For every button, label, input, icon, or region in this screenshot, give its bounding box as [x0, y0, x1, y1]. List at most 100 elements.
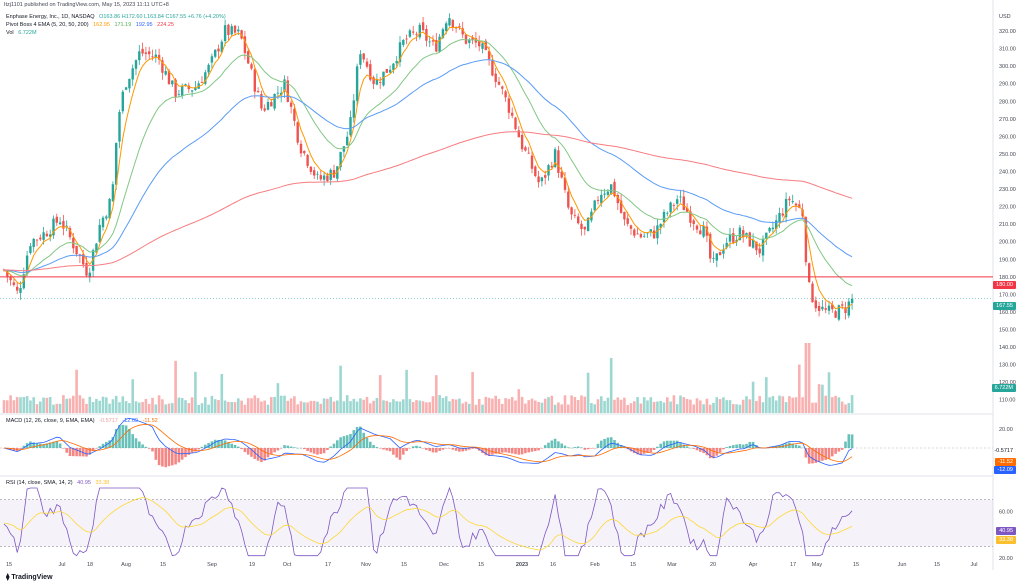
macd-histogram-bar [570, 447, 573, 449]
macd-histogram-bar [718, 448, 722, 453]
candle-body [715, 253, 718, 261]
macd-histogram-bar [98, 446, 101, 448]
volume-bar [286, 400, 290, 413]
macd-histogram-bar [636, 448, 639, 455]
candle-body [487, 51, 491, 60]
tradingview-logo[interactable]: ⧫ TradingView [6, 573, 53, 581]
macd-histogram-bar [728, 445, 732, 448]
candle-body [725, 242, 728, 248]
candle-body [461, 28, 464, 35]
candle-body [398, 42, 402, 63]
macd-histogram-bar [68, 448, 72, 457]
volume-bar [428, 402, 431, 413]
candle-body [718, 252, 722, 256]
volume-bar [180, 398, 184, 413]
volume-bar [312, 400, 316, 413]
volume-bar [435, 375, 438, 413]
ohlc-values: O163.86 H172.60 L163.84 C167.55 +6.76 (+… [99, 14, 226, 20]
macd-histogram-bar [329, 446, 332, 448]
macd-histogram-bar [850, 434, 854, 448]
macd-histogram-bar [659, 443, 662, 448]
candle-body [600, 194, 603, 204]
candle-body [62, 220, 65, 229]
volume-bar [774, 400, 778, 413]
volume-bar [48, 397, 52, 413]
candle-body [68, 228, 72, 238]
volume-bar [646, 400, 649, 413]
rsi-name: RSI (14, close, SMA, 14, 2) [6, 480, 73, 486]
candle-body [530, 155, 534, 169]
candle-body [847, 301, 850, 316]
candle-body [402, 39, 405, 45]
candle-body [804, 217, 808, 263]
volume-bar [817, 384, 821, 413]
macd-histogram-bar [114, 428, 118, 448]
macd-histogram-bar [161, 448, 164, 467]
candle-body [616, 194, 619, 204]
volume-bar [372, 400, 375, 413]
x-tick-label: 20 [710, 562, 716, 568]
x-tick-label: Sep [207, 562, 217, 568]
macd-histogram-bar [35, 443, 39, 448]
volume-bar [804, 343, 808, 413]
volume-bar [81, 398, 85, 413]
macd-histogram-bar [200, 446, 204, 448]
candle-body [118, 111, 121, 142]
candle-body [593, 200, 596, 211]
candle-body [817, 305, 821, 311]
candle-body [567, 191, 570, 208]
candle-body [570, 207, 573, 215]
volume-bar [359, 398, 362, 413]
macd-histogram-bar [497, 448, 501, 454]
macd-histogram-bar [421, 448, 425, 449]
y-tick-label: 120.00 [999, 380, 1016, 386]
volume-bar [402, 399, 405, 413]
volume-bar [131, 379, 134, 413]
candle-body [329, 169, 332, 180]
candle-body [283, 79, 286, 92]
candle-body [834, 311, 837, 318]
volume-bar [217, 400, 220, 413]
macd-line-value: -12.09 [122, 418, 138, 424]
macd-histogram-bar [494, 448, 497, 454]
volume-bar [65, 398, 68, 413]
y-tick-label: 150.00 [999, 327, 1016, 333]
volume-bar [847, 403, 851, 413]
volume-bar [623, 397, 626, 413]
rsi-band [0, 499, 993, 547]
volume-bar [309, 400, 313, 413]
volume-bar [2, 400, 6, 413]
volume-bar [547, 397, 550, 413]
candle-body [65, 225, 68, 227]
macd-histogram-bar [177, 448, 181, 463]
volume-bar [461, 403, 464, 413]
macd-histogram-bar [250, 448, 253, 457]
macd-histogram-bar [464, 448, 468, 451]
candle-body [355, 66, 359, 101]
y-tick-label: 290.00 [999, 82, 1016, 88]
volume-bar [619, 399, 623, 413]
candle-body [606, 191, 610, 195]
candle-body [527, 152, 530, 154]
volume-bar [279, 395, 283, 413]
candle-body [702, 225, 705, 237]
macd-histogram-bar [220, 440, 224, 448]
candle-body [164, 71, 167, 75]
volume-bar [718, 399, 722, 413]
volume-bar [263, 400, 266, 413]
ema-20-line [3, 38, 853, 287]
volume-bar [68, 398, 72, 413]
macd-histogram-bar [474, 448, 478, 449]
candle-body [9, 276, 12, 281]
candle-body [438, 36, 441, 52]
macd-histogram-bar [19, 448, 22, 449]
volume-bar [12, 400, 16, 413]
volume-bar [732, 404, 735, 413]
volume-bar [398, 401, 402, 413]
macd-histogram-bar [95, 448, 98, 449]
candle-body [105, 216, 108, 219]
candle-body [550, 165, 553, 168]
macd-histogram-bar [299, 447, 303, 449]
macd-histogram-bar [382, 448, 385, 450]
